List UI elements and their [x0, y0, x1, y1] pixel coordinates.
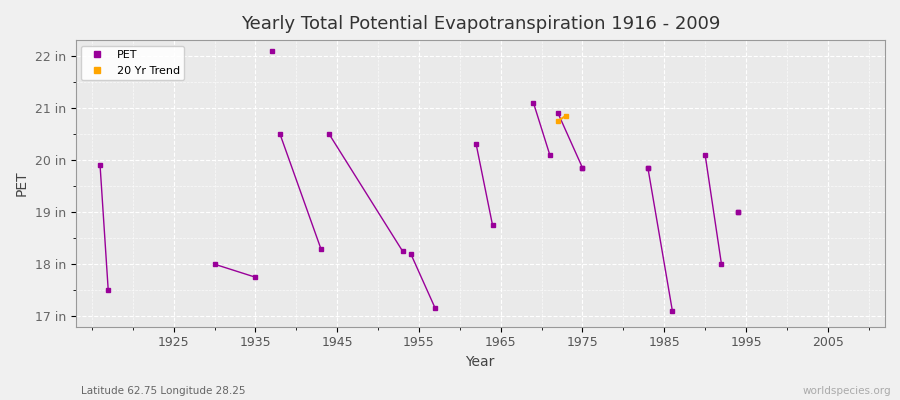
Text: worldspecies.org: worldspecies.org — [803, 386, 891, 396]
Text: Latitude 62.75 Longitude 28.25: Latitude 62.75 Longitude 28.25 — [81, 386, 246, 396]
Legend: PET, 20 Yr Trend: PET, 20 Yr Trend — [81, 46, 184, 80]
X-axis label: Year: Year — [465, 355, 495, 369]
Title: Yearly Total Potential Evapotranspiration 1916 - 2009: Yearly Total Potential Evapotranspiratio… — [240, 15, 720, 33]
Y-axis label: PET: PET — [15, 171, 29, 196]
